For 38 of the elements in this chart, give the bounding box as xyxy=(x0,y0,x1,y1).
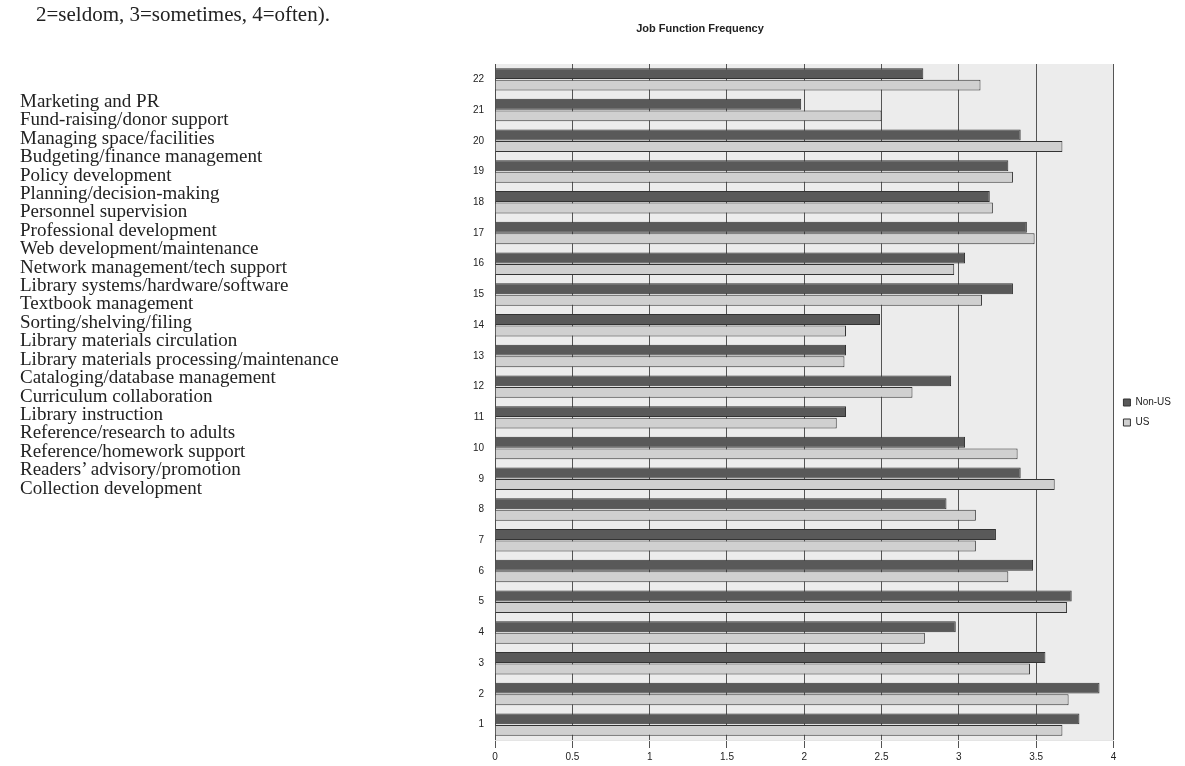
y-tick-label: 20 xyxy=(473,134,485,146)
y-tick-label: 18 xyxy=(473,196,485,208)
y-tick-label: 13 xyxy=(473,349,485,361)
chart-title: Job Function Frequency xyxy=(635,22,765,34)
y-tick-label: 8 xyxy=(478,503,485,515)
y-tick-label: 15 xyxy=(473,288,485,300)
x-tick-label: 2.5 xyxy=(874,750,889,762)
y-tick-label: 4 xyxy=(478,626,485,638)
text: Marketing and PR xyxy=(20,90,160,111)
y-tick-label: 14 xyxy=(473,318,485,330)
y-tick-label: 3 xyxy=(478,656,485,668)
y-tick-label: 10 xyxy=(473,441,485,453)
y-tick-label: 16 xyxy=(473,257,485,269)
legend-label: Non-US xyxy=(1135,396,1172,408)
x-tick-label: 4 xyxy=(1110,750,1117,762)
x-tick-label: 3 xyxy=(956,750,963,762)
text: Reference/homework support xyxy=(20,439,247,461)
y-tick-label: 12 xyxy=(473,380,485,392)
x-tick-label: 1.5 xyxy=(720,750,735,762)
y-tick-label: 1 xyxy=(478,718,485,730)
y-tick-label: 11 xyxy=(473,411,485,423)
y-tick-label: 6 xyxy=(478,564,485,576)
text: Library instruction xyxy=(20,402,163,424)
y-tick-label: 22 xyxy=(473,73,485,85)
legend-label: US xyxy=(1135,416,1150,428)
y-tick-label: 9 xyxy=(478,472,485,484)
x-tick-label: 0 xyxy=(492,750,499,762)
x-tick-label: 1 xyxy=(646,750,653,762)
y-tick-label: 2 xyxy=(478,687,485,699)
x-tick-label: 2 xyxy=(801,750,808,762)
y-tick-label: 17 xyxy=(473,226,485,238)
text: 2=seldom, 3=sometimes, 4=often). xyxy=(36,2,330,27)
y-tick-label: 19 xyxy=(473,165,485,177)
x-tick-label: 0.5 xyxy=(565,750,580,762)
y-tick-label: 5 xyxy=(478,595,485,607)
y-tick-label: 7 xyxy=(478,534,485,546)
y-tick-label: 21 xyxy=(473,103,485,115)
x-tick-label: 3.5 xyxy=(1029,750,1044,762)
